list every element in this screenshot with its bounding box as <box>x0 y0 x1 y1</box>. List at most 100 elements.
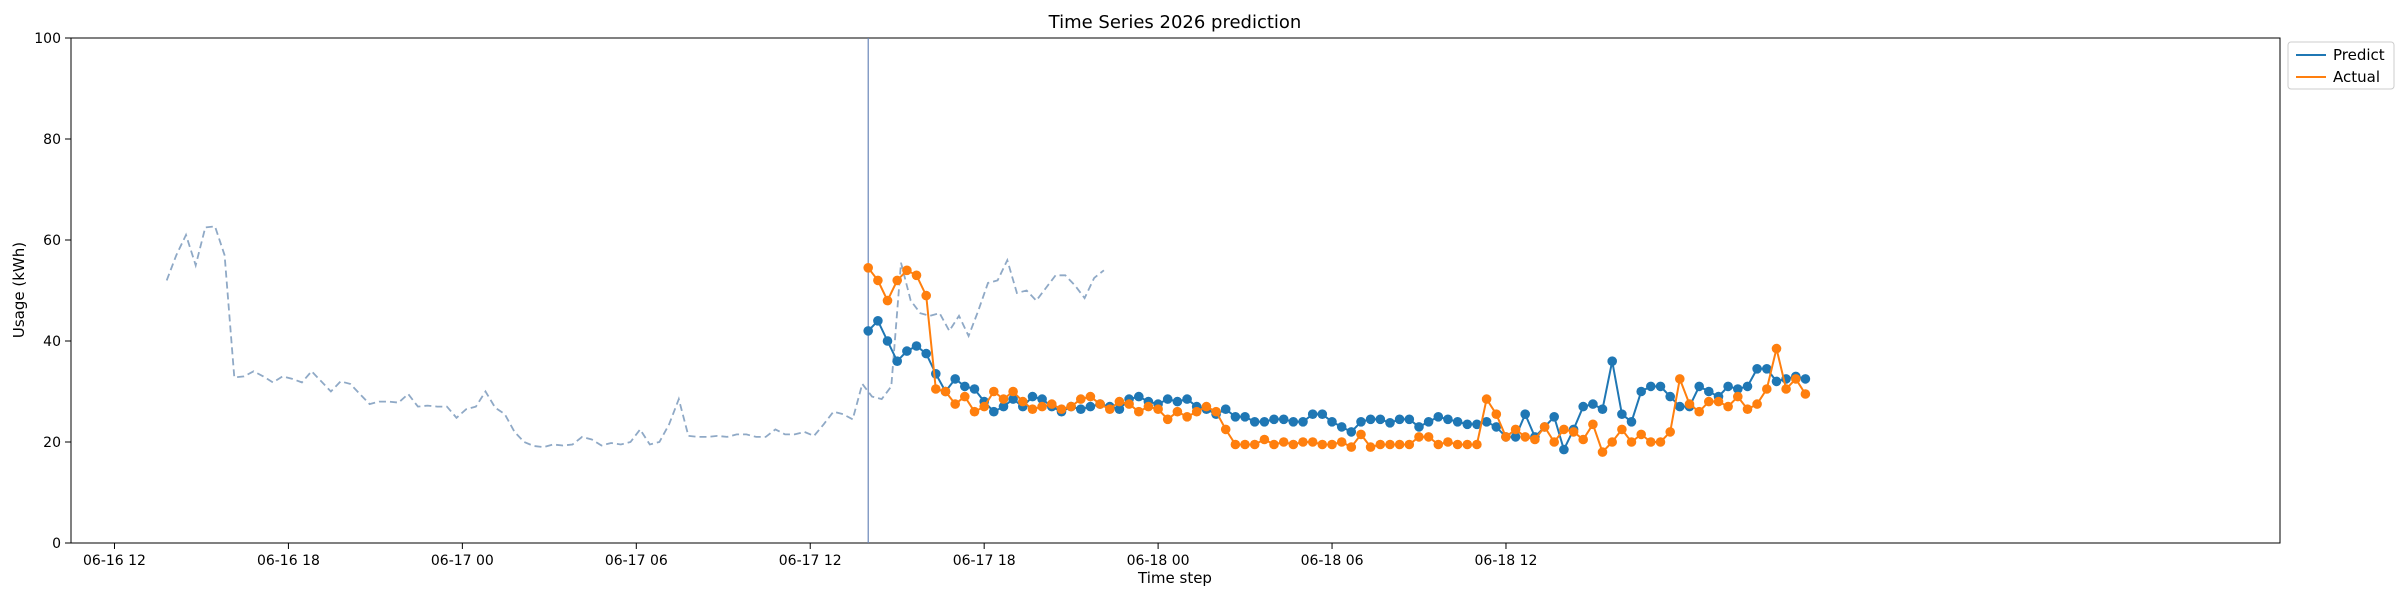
actual-point <box>1423 432 1434 442</box>
predict-point <box>1365 414 1376 425</box>
actual-point <box>1066 401 1076 412</box>
predict-point <box>1423 417 1434 427</box>
predict-point <box>902 346 912 356</box>
actual-point <box>1008 386 1018 397</box>
actual-point <box>931 384 941 394</box>
actual-point <box>1443 437 1453 447</box>
actual-point <box>969 406 980 417</box>
actual-point <box>1704 396 1714 407</box>
predict-point <box>1249 417 1260 427</box>
actual-point <box>1143 401 1154 412</box>
x-tick-label: 06-18 06 <box>1301 553 1364 569</box>
predict-point <box>1307 409 1318 420</box>
actual-point <box>1771 343 1782 354</box>
actual-point <box>998 394 1009 404</box>
actual-point <box>1191 406 1202 417</box>
predict-point <box>1704 386 1714 397</box>
x-tick-label: 06-16 18 <box>257 553 320 569</box>
actual-point <box>1462 439 1473 450</box>
x-axis-title: Time step <box>1137 569 1212 587</box>
predict-point <box>1462 419 1473 430</box>
actual-point <box>1288 439 1299 450</box>
legend: Predict Actual <box>2287 41 2395 90</box>
actual-point <box>1597 447 1608 457</box>
predict-point <box>892 356 902 367</box>
predict-point <box>1008 394 1018 404</box>
actual-point <box>960 391 970 402</box>
y-tick-label: 40 <box>43 334 61 350</box>
actual-point <box>1491 409 1502 420</box>
actual-point <box>1510 424 1521 435</box>
predict-point <box>1617 409 1627 420</box>
predict-point <box>950 374 960 384</box>
actual-point <box>902 265 912 276</box>
predict-point <box>1278 414 1289 425</box>
predict-point <box>1327 417 1337 427</box>
predict-point <box>1443 414 1453 425</box>
actual-point <box>1230 439 1241 450</box>
actual-point <box>1037 401 1047 412</box>
predict-point <box>960 381 970 392</box>
actual-point <box>1481 394 1492 404</box>
predict-point <box>1259 417 1270 427</box>
predict-point <box>882 336 893 346</box>
predict-point <box>1578 401 1588 412</box>
actual-point <box>1414 432 1424 442</box>
actual-point <box>940 386 951 397</box>
actual-point <box>1385 439 1395 450</box>
x-tick-label: 06-17 18 <box>953 553 1016 569</box>
actual-point <box>1220 424 1231 435</box>
predict-point <box>1336 422 1347 432</box>
predict-point <box>998 401 1009 412</box>
actual-point <box>950 399 960 409</box>
actual-point <box>1346 442 1357 452</box>
actual-point <box>1626 437 1637 447</box>
actual-point <box>1201 401 1212 412</box>
y-axis: 0 20 40 60 80 100 <box>34 31 71 552</box>
actual-point <box>863 263 873 273</box>
predict-point <box>1085 401 1096 412</box>
predict-point <box>1288 417 1299 427</box>
actual-point <box>1336 437 1347 447</box>
y-tick-label: 0 <box>52 536 61 552</box>
actual-point <box>1240 439 1250 450</box>
predict-point <box>1491 422 1502 432</box>
actual-point <box>989 386 999 397</box>
predict-point <box>921 348 931 359</box>
actual-point <box>1317 439 1328 450</box>
actual-point <box>1530 434 1540 445</box>
predict-point <box>1771 376 1782 387</box>
predict-point <box>1675 401 1685 412</box>
actual-point <box>1520 432 1530 442</box>
y-tick-label: 60 <box>43 233 61 249</box>
predict-point <box>1375 414 1386 425</box>
predict-point <box>1549 412 1559 422</box>
predict-point <box>1723 381 1733 392</box>
predict-point <box>1752 364 1762 374</box>
actual-point <box>921 290 931 301</box>
predict-point <box>1626 417 1637 427</box>
actual-point <box>1153 404 1163 415</box>
actual-point <box>1365 442 1376 452</box>
predict-point <box>1114 404 1125 415</box>
predict-point <box>1733 384 1743 394</box>
y-tick-label: 100 <box>34 31 61 47</box>
predict-point <box>1076 404 1086 415</box>
actual-point <box>1278 437 1289 447</box>
actual-point <box>1452 439 1463 450</box>
actual-point <box>1404 439 1415 450</box>
actual-point <box>1655 437 1666 447</box>
actual-point <box>1307 437 1318 447</box>
actual-point <box>1549 437 1559 447</box>
predict-point <box>863 326 873 336</box>
actual-point <box>892 275 902 286</box>
actual-point <box>1684 399 1695 409</box>
predict-point <box>1510 432 1521 442</box>
predict-point <box>1027 391 1038 402</box>
actual-point <box>1105 404 1115 415</box>
x-tick-label: 06-18 00 <box>1127 553 1190 569</box>
chart-title: Time Series 2026 prediction <box>1048 12 1302 33</box>
predict-point <box>1172 396 1183 407</box>
actual-point <box>1733 391 1743 402</box>
actual-point <box>1095 399 1105 409</box>
